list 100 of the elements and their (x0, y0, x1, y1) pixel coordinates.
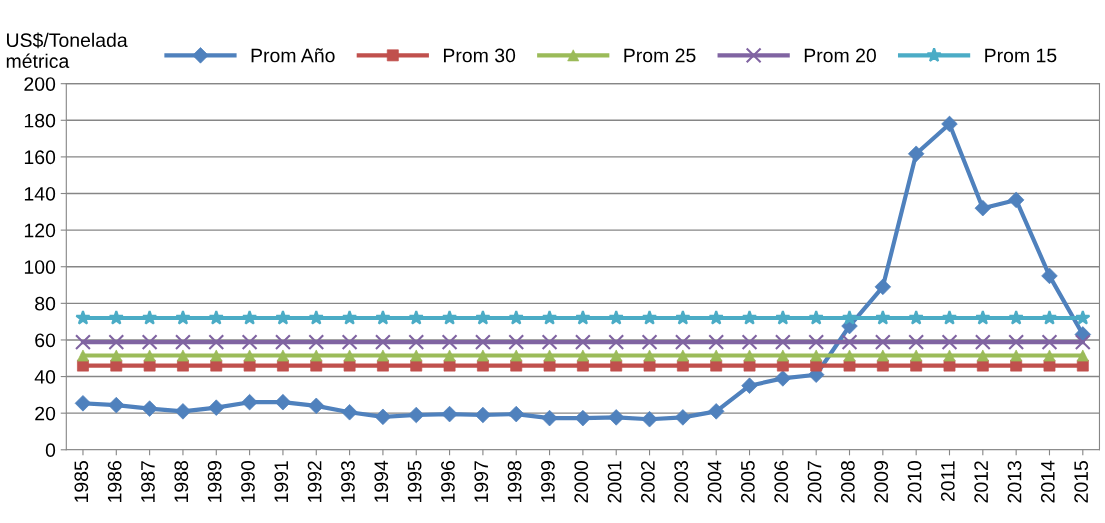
point (841, 310, 858, 325)
legend-label: Prom 15 (985, 48, 1057, 63)
legend-label: Prom Año (251, 48, 335, 63)
point (541, 409, 558, 427)
y-tick-label: 0 (45, 443, 56, 458)
point (441, 334, 458, 351)
point (275, 310, 291, 325)
x-tick-label: 2005 (740, 461, 755, 503)
x-tick-label: 1989 (207, 461, 222, 502)
point (774, 370, 792, 387)
x-tick-label: 1997 (474, 461, 489, 502)
point (508, 310, 524, 325)
x-tick-label: 2007 (807, 461, 822, 503)
point (408, 406, 425, 424)
point (508, 334, 525, 351)
point (341, 310, 358, 325)
point (608, 334, 625, 351)
point (74, 334, 91, 351)
point (775, 310, 791, 325)
point (541, 310, 558, 325)
point (1041, 310, 1058, 325)
point (241, 334, 258, 351)
point (641, 334, 658, 351)
x-tick-label: 1999 (541, 461, 555, 502)
point (741, 310, 758, 325)
x-tick-label: 1993 (341, 461, 355, 502)
x-tick-label: 1994 (374, 460, 389, 502)
point (975, 310, 991, 325)
point (374, 334, 391, 351)
point (441, 310, 458, 325)
point (674, 334, 691, 351)
y-axis-title: US$/Tonelada métrica (6, 32, 128, 68)
x-tick-label: 1995 (407, 461, 422, 502)
point (175, 310, 191, 325)
x-tick-label: 2006 (774, 461, 789, 503)
point (75, 310, 91, 325)
x-tick-label: 2000 (574, 460, 589, 503)
point (875, 310, 891, 325)
point (941, 115, 958, 133)
y-tick-label: 40 (34, 370, 56, 384)
point (375, 310, 391, 325)
point (708, 310, 724, 325)
y-tick-label: 100 (24, 260, 56, 274)
point (341, 404, 358, 421)
y-tick-label: 80 (35, 296, 56, 311)
point (1008, 334, 1025, 351)
y-tick-label: 60 (35, 333, 56, 348)
point (808, 310, 824, 325)
point (141, 310, 158, 325)
x-tick-label: 2001 (607, 461, 622, 503)
x-tick-label: 2012 (974, 461, 989, 503)
point (308, 334, 325, 351)
point (741, 334, 758, 351)
x-tick-label: 2009 (874, 461, 889, 503)
y-tick-label: 160 (24, 150, 56, 165)
point (774, 334, 791, 351)
point (1008, 310, 1024, 325)
point (808, 334, 825, 351)
point (1075, 310, 1091, 325)
point (874, 334, 891, 351)
x-tick-label: 2003 (674, 461, 689, 503)
y-tick-label: 200 (24, 77, 56, 91)
x-tick-label: 2014 (1040, 460, 1055, 503)
point (341, 334, 358, 351)
point (208, 334, 225, 351)
point (308, 310, 324, 325)
x-tick-label: 2004 (707, 460, 722, 503)
point (841, 334, 858, 351)
point (475, 310, 491, 325)
point (741, 377, 758, 394)
legend-label: Prom 20 (804, 48, 876, 63)
point (675, 310, 691, 325)
x-tick-label: 2015 (1074, 461, 1089, 503)
y-tick-label: 140 (24, 186, 56, 201)
x-tick-label: 2008 (840, 461, 855, 503)
point (208, 310, 224, 325)
point (541, 334, 558, 351)
point (974, 334, 991, 351)
x-tick-label: 2011 (940, 461, 955, 502)
point (108, 396, 125, 414)
y-tick-label: 180 (24, 113, 56, 128)
point (108, 310, 124, 325)
point (1074, 334, 1091, 351)
x-tick-label: 1988 (174, 461, 189, 502)
point (274, 334, 291, 351)
x-tick-label: 1996 (441, 461, 455, 502)
point (708, 334, 725, 351)
point (174, 334, 191, 351)
point (174, 403, 192, 420)
point (941, 310, 958, 325)
point (408, 334, 425, 351)
x-tick-label: 1986 (107, 461, 122, 502)
x-tick-label: 1992 (307, 461, 322, 502)
point (241, 310, 258, 325)
x-tick-label: 2002 (640, 461, 655, 503)
point (108, 334, 125, 351)
legend-label: Prom 30 (443, 48, 516, 63)
point (408, 310, 424, 325)
x-tick-label: 2010 (907, 460, 922, 503)
point (908, 334, 925, 351)
